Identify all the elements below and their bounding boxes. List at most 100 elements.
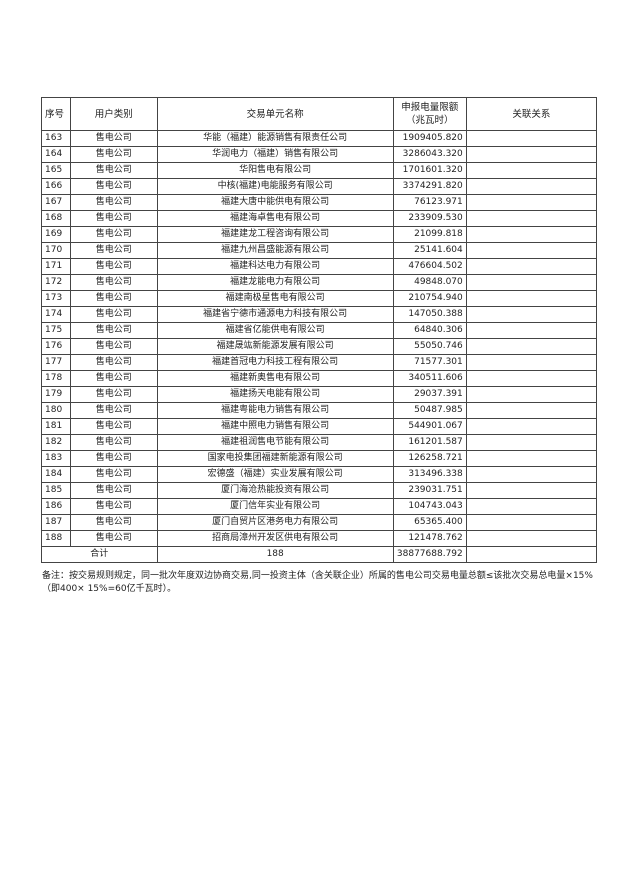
cell-limit: 65365.400 [392,514,467,531]
cell-index: 172 [41,274,71,291]
cell-user-type: 售电公司 [69,338,158,355]
cell-user-type: 售电公司 [69,386,158,403]
total-count: 188 [156,546,394,563]
cell-limit: 121478.762 [392,530,467,547]
cell-user-type: 售电公司 [69,210,158,227]
table-row: 168 售电公司 福建海卓售电有限公司 233909.530 [41,210,598,227]
cell-user-type: 售电公司 [69,146,158,163]
cell-limit: 3374291.820 [392,178,467,195]
cell-unit-name: 福建省亿能供电有限公司 [156,322,394,339]
table-row: 173 售电公司 福建南极星售电有限公司 210754.940 [41,290,598,307]
cell-index: 187 [41,514,71,531]
cell-unit-name: 厦门自贸片区港务电力有限公司 [156,514,394,531]
cell-index: 167 [41,194,71,211]
cell-relation [465,162,598,179]
cell-index: 182 [41,434,71,451]
cell-index: 168 [41,210,71,227]
cell-user-type: 售电公司 [69,130,158,147]
cell-index: 166 [41,178,71,195]
cell-limit: 340511.606 [392,370,467,387]
table-row: 178 售电公司 福建新奥售电有限公司 340511.606 [41,370,598,387]
cell-unit-name: 福建首冠电力科技工程有限公司 [156,354,394,371]
table-row: 172 售电公司 福建龙能电力有限公司 49848.070 [41,274,598,291]
table-row: 185 售电公司 厦门海沧热能投资有限公司 239031.751 [41,482,598,499]
cell-relation [465,290,598,307]
table-row: 167 售电公司 福建大唐中能供电有限公司 76123.971 [41,194,598,211]
table-header-row: 序号 用户类别 交易单元名称 申报电量限额 （兆瓦时） 关联关系 [41,97,598,131]
cell-index: 169 [41,226,71,243]
cell-relation [465,450,598,467]
cell-unit-name: 福建晟竑新能源发展有限公司 [156,338,394,355]
cell-relation [465,274,598,291]
table-row: 187 售电公司 厦门自贸片区港务电力有限公司 65365.400 [41,514,598,531]
cell-user-type: 售电公司 [69,354,158,371]
cell-relation [465,498,598,515]
table-row: 166 售电公司 中核(福建)电能服务有限公司 3374291.820 [41,178,598,195]
cell-unit-name: 福建祖润售电节能有限公司 [156,434,394,451]
cell-index: 165 [41,162,71,179]
total-row: 合计 188 38877688.792 [41,546,598,563]
cell-index: 185 [41,482,71,499]
cell-index: 180 [41,402,71,419]
cell-unit-name: 福建建龙工程咨询有限公司 [156,226,394,243]
total-relation [465,546,598,563]
cell-user-type: 售电公司 [69,482,158,499]
cell-relation [465,130,598,147]
cell-limit: 76123.971 [392,194,467,211]
cell-limit: 147050.388 [392,306,467,323]
cell-limit: 49848.070 [392,274,467,291]
cell-limit: 239031.751 [392,482,467,499]
cell-unit-name: 福建南极星售电有限公司 [156,290,394,307]
cell-index: 183 [41,450,71,467]
cell-relation [465,530,598,547]
cell-relation [465,306,598,323]
cell-user-type: 售电公司 [69,498,158,515]
header-limit-line1: 申报电量限额 [401,102,459,113]
table-row: 180 售电公司 福建粤能电力销售有限公司 50487.985 [41,402,598,419]
table-row: 179 售电公司 福建扬天电能有限公司 29037.391 [41,386,598,403]
cell-user-type: 售电公司 [69,178,158,195]
table-row: 188 售电公司 招商局漳州开发区供电有限公司 121478.762 [41,530,598,547]
cell-relation [465,242,598,259]
cell-index: 177 [41,354,71,371]
table-row: 183 售电公司 国家电投集团福建新能源有限公司 126258.721 [41,450,598,467]
cell-limit: 25141.604 [392,242,467,259]
cell-unit-name: 招商局漳州开发区供电有限公司 [156,530,394,547]
cell-unit-name: 华润电力（福建）销售有限公司 [156,146,394,163]
cell-unit-name: 福建大唐中能供电有限公司 [156,194,394,211]
total-limit: 38877688.792 [392,546,467,563]
cell-limit: 50487.985 [392,402,467,419]
cell-unit-name: 华阳售电有限公司 [156,162,394,179]
cell-index: 170 [41,242,71,259]
cell-limit: 3286043.320 [392,146,467,163]
cell-relation [465,194,598,211]
cell-relation [465,514,598,531]
table-row: 182 售电公司 福建祖润售电节能有限公司 161201.587 [41,434,598,451]
cell-relation [465,386,598,403]
cell-index: 164 [41,146,71,163]
cell-relation [465,434,598,451]
cell-limit: 126258.721 [392,450,467,467]
cell-index: 174 [41,306,71,323]
cell-unit-name: 福建海卓售电有限公司 [156,210,394,227]
cell-user-type: 售电公司 [69,514,158,531]
header-index: 序号 [41,97,71,131]
cell-user-type: 售电公司 [69,434,158,451]
cell-relation [465,354,598,371]
cell-index: 184 [41,466,71,483]
cell-index: 171 [41,258,71,275]
header-limit-line2: （兆瓦时） [406,115,454,126]
cell-index: 176 [41,338,71,355]
cell-relation [465,322,598,339]
cell-user-type: 售电公司 [69,194,158,211]
table-row: 177 售电公司 福建首冠电力科技工程有限公司 71577.301 [41,354,598,371]
total-label: 合计 [41,546,158,563]
cell-index: 173 [41,290,71,307]
cell-relation [465,418,598,435]
cell-relation [465,146,598,163]
cell-unit-name: 国家电投集团福建新能源有限公司 [156,450,394,467]
cell-index: 186 [41,498,71,515]
trading-unit-table: 序号 用户类别 交易单元名称 申报电量限额 （兆瓦时） 关联关系 163 售电公司华… [41,97,598,563]
header-limit: 申报电量限额 （兆瓦时） [392,97,467,131]
cell-index: 175 [41,322,71,339]
